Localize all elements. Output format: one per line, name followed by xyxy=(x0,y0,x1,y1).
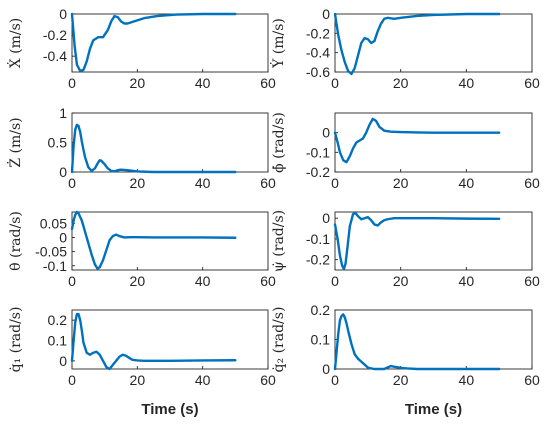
y-tick-label: 0.5 xyxy=(48,135,68,151)
x-tick-label: 60 xyxy=(524,175,540,191)
y-tick-label: 0.1 xyxy=(311,332,331,348)
x-tick-label: 0 xyxy=(68,75,76,91)
y-tick-label: 0 xyxy=(322,125,330,141)
subplot-6: 0 20 40 60 0 -0.1 -0.2 ψ̇ (rad/s) xyxy=(271,210,540,289)
series-line xyxy=(333,117,501,164)
x-tick-label: 20 xyxy=(393,75,409,91)
subplot-7: 0 20 40 60 0.2 0.1 0 q̇₁ (rad/s) Time (s) xyxy=(8,307,276,418)
x-tick-label: 20 xyxy=(130,175,146,191)
y-tick-label: -0.6 xyxy=(306,64,330,80)
y-axis-label: q̇₁ (rad/s) xyxy=(8,307,24,373)
y-tick-label: 0.1 xyxy=(48,333,68,349)
x-tick-label: 0 xyxy=(331,175,339,191)
x-axis-label: Time (s) xyxy=(141,401,198,418)
x-tick-label: 0 xyxy=(68,273,76,289)
x-tick-label: 40 xyxy=(459,75,475,91)
y-tick-label: -0.1 xyxy=(43,258,67,274)
y-axis-label: θ̇ (rad/s) xyxy=(8,211,24,271)
axes-box xyxy=(334,13,533,73)
y-tick-label: 0 xyxy=(322,210,330,226)
y-axis-label: ψ̇ (rad/s) xyxy=(271,210,287,272)
y-tick-label: -0.2 xyxy=(306,164,330,180)
y-tick-label: -0.1 xyxy=(306,231,330,247)
x-tick-label: 20 xyxy=(393,372,409,388)
x-tick-label: 40 xyxy=(195,175,211,191)
y-tick-label: 0.2 xyxy=(48,312,68,328)
y-tick-label: -0.2 xyxy=(306,252,330,268)
x-tick-label: 60 xyxy=(260,75,276,91)
x-tick-label: 40 xyxy=(195,75,211,91)
axes-box xyxy=(71,13,269,73)
y-tick-label: 0 xyxy=(59,353,67,369)
subplot-5: 0 20 40 600.050-0.05-0.1θ̇ (rad/s) xyxy=(8,210,276,289)
y-tick-label: 0 xyxy=(59,164,67,180)
y-tick-label: -0.2 xyxy=(43,27,67,43)
y-axis-label: q̇₂ (rad/s) xyxy=(271,307,287,373)
series-line xyxy=(70,123,237,174)
axes-box xyxy=(334,309,533,370)
x-tick-label: 40 xyxy=(195,273,211,289)
subplot-2: 0 20 40 60 0 -0.2 -0.4 -0.6 Ẏ (m/s) xyxy=(269,6,540,91)
axes-box xyxy=(71,211,269,271)
y-tick-label: -0.4 xyxy=(43,48,67,64)
y-tick-label: 0.2 xyxy=(311,302,331,318)
subplot-3: 0 20 40 60 0 0.5 1 Ż (m/s) xyxy=(6,105,276,191)
y-axis-label: Ẏ (m/s) xyxy=(269,18,287,69)
subplot-8: 0 20 40 60 0.2 0.1 0 q̇₂ (rad/s) Time (s) xyxy=(271,302,540,418)
y-tick-label: 0.05 xyxy=(40,215,67,231)
x-tick-label: 40 xyxy=(195,372,211,388)
x-tick-label: 20 xyxy=(130,75,146,91)
x-tick-label: 40 xyxy=(459,273,475,289)
x-tick-label: 20 xyxy=(130,273,146,289)
y-tick-label: 0 xyxy=(322,6,330,22)
x-tick-label: 40 xyxy=(459,372,475,388)
x-tick-label: 0 xyxy=(331,372,339,388)
y-tick-label: -0.2 xyxy=(306,25,330,41)
y-tick-label: 0 xyxy=(322,361,330,377)
x-tick-label: 0 xyxy=(68,175,76,191)
x-tick-label: 60 xyxy=(524,75,540,91)
axes-box xyxy=(334,211,533,271)
y-tick-label: -0.1 xyxy=(306,144,330,160)
axes-box xyxy=(334,112,533,173)
series-line xyxy=(70,210,237,270)
x-tick-label: 60 xyxy=(524,372,540,388)
x-tick-label: 60 xyxy=(260,175,276,191)
series-line xyxy=(333,211,501,271)
x-axis-label: Time (s) xyxy=(405,401,462,418)
series-line xyxy=(70,12,237,73)
x-tick-label: 20 xyxy=(393,273,409,289)
y-axis-label: Ẋ (m/s) xyxy=(6,18,24,69)
x-tick-label: 60 xyxy=(260,372,276,388)
x-tick-label: 0 xyxy=(68,372,76,388)
series-line xyxy=(333,12,501,76)
x-tick-label: 0 xyxy=(331,75,339,91)
axes-box xyxy=(71,309,269,370)
y-tick-label: -0.05 xyxy=(35,244,67,260)
y-axis-label: Ż (m/s) xyxy=(6,117,24,167)
y-axis-label: ϕ̇ (rad/s) xyxy=(271,112,287,173)
series-line xyxy=(333,313,501,371)
x-tick-label: 20 xyxy=(393,175,409,191)
axes-box xyxy=(71,112,269,173)
x-tick-label: 40 xyxy=(459,175,475,191)
subplot-1: 0 20 40 60 0 -0.2 -0.4 Ẋ (m/s) xyxy=(6,6,276,91)
x-tick-label: 60 xyxy=(260,273,276,289)
y-tick-label: 0 xyxy=(59,6,67,22)
subplot-4: 0 20 40 600-0.1-0.2ϕ̇ (rad/s) xyxy=(271,112,540,191)
x-tick-label: 20 xyxy=(130,372,146,388)
series-line xyxy=(70,312,237,371)
x-tick-label: 60 xyxy=(524,273,540,289)
y-tick-label: 0 xyxy=(59,229,67,245)
y-tick-label: -0.4 xyxy=(306,45,330,61)
x-tick-label: 0 xyxy=(331,273,339,289)
y-tick-label: 1 xyxy=(59,105,67,121)
